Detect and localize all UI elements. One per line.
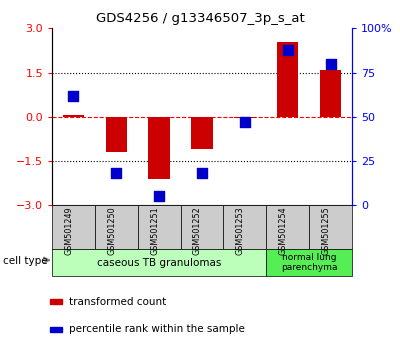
Text: percentile rank within the sample: percentile rank within the sample	[69, 324, 245, 334]
Bar	[266, 205, 309, 249]
Point	[156, 194, 162, 199]
Text: transformed count: transformed count	[69, 297, 166, 307]
Text: GSM501251: GSM501251	[150, 206, 159, 255]
Bar	[106, 117, 127, 152]
Bar	[234, 117, 256, 118]
Point	[70, 93, 77, 98]
Point	[327, 61, 334, 67]
Text: GSM501250: GSM501250	[107, 206, 116, 255]
Point	[199, 171, 205, 176]
Bar	[266, 249, 352, 276]
Text: GSM501255: GSM501255	[322, 206, 330, 255]
Point	[113, 171, 120, 176]
Bar	[95, 205, 138, 249]
Text: cell type: cell type	[3, 256, 48, 266]
Bar	[277, 42, 298, 117]
Text: caseous TB granulomas: caseous TB granulomas	[97, 258, 221, 268]
Text: GDS4256 / g13346507_3p_s_at: GDS4256 / g13346507_3p_s_at	[96, 12, 304, 25]
Bar	[138, 205, 180, 249]
Bar	[50, 299, 62, 304]
Text: GSM501252: GSM501252	[193, 206, 202, 255]
Point	[284, 47, 291, 52]
Bar	[224, 205, 266, 249]
Bar	[63, 115, 84, 117]
Text: GSM501253: GSM501253	[236, 206, 245, 255]
Bar	[180, 205, 224, 249]
Text: normal lung
parenchyma: normal lung parenchyma	[281, 253, 337, 272]
Bar	[50, 327, 62, 332]
Bar	[52, 249, 266, 276]
Text: GSM501249: GSM501249	[64, 206, 74, 255]
Point	[242, 119, 248, 125]
Bar	[320, 70, 341, 117]
Bar	[191, 117, 213, 149]
Bar	[52, 205, 95, 249]
Bar	[148, 117, 170, 179]
Bar	[309, 205, 352, 249]
Text: GSM501254: GSM501254	[279, 206, 288, 255]
